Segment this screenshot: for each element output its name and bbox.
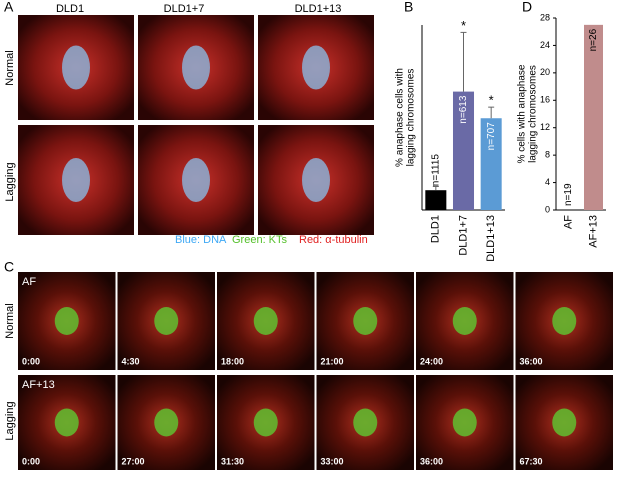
n-label: n=1115 — [430, 154, 441, 187]
chromosomes — [302, 45, 330, 90]
bar — [584, 24, 603, 210]
x-tick-label: DLD1+7 — [457, 215, 469, 256]
y-axis-label: % cells with anaphase — [517, 64, 528, 163]
timestamp: 24:00 — [420, 356, 443, 366]
chromosomes — [182, 158, 210, 202]
x-tick-label: AF — [562, 215, 574, 229]
error-bar — [432, 186, 439, 191]
timestamp: 31:30 — [221, 456, 244, 466]
bar — [452, 91, 475, 210]
y-tick-label: 20 — [540, 67, 550, 77]
chromosomes — [253, 307, 278, 335]
x-tick-label: DLD1 — [430, 215, 442, 243]
bar — [425, 190, 447, 210]
y-tick-label: 16 — [540, 95, 550, 105]
chromosomes — [253, 408, 278, 437]
chromosomes — [154, 307, 179, 335]
panel-label: B — [404, 0, 413, 15]
significance: * — [489, 93, 494, 108]
timestamp: 36:00 — [520, 356, 543, 366]
x-tick-label: AF+13 — [587, 215, 599, 248]
chromosomes — [62, 158, 90, 202]
chromosomes — [54, 307, 79, 335]
x-tick-label: DLD1+13 — [485, 215, 497, 262]
n-label: n=707 — [486, 122, 497, 151]
chromosomes — [302, 158, 330, 202]
chromosomes — [54, 408, 79, 437]
timestamp: 0:00 — [22, 356, 40, 366]
timestamp: 33:00 — [321, 456, 344, 466]
sample-label: AF — [22, 276, 36, 288]
y-axis-label: lagging chromosomes — [406, 69, 417, 167]
panel-label: A — [4, 0, 14, 15]
legend-tubulin: Red: α-tubulin — [299, 234, 368, 246]
timestamp: 21:00 — [321, 356, 344, 366]
row-label: Normal — [4, 50, 16, 85]
error-bar — [488, 106, 495, 119]
y-tick-label: 8 — [545, 150, 550, 160]
y-tick-label: 24 — [540, 40, 550, 50]
sample-label: AF+13 — [22, 379, 55, 391]
timestamp: 27:00 — [122, 456, 145, 466]
error-bar — [460, 31, 467, 92]
chromosomes — [154, 408, 179, 437]
timestamp: 36:00 — [420, 456, 443, 466]
column-label: DLD1+7 — [164, 3, 205, 15]
row-label: Lagging — [4, 162, 16, 201]
y-tick-label: 0 — [545, 204, 550, 214]
row-label: Normal — [4, 303, 16, 338]
row-label: Lagging — [4, 401, 16, 440]
chromosomes — [552, 408, 577, 437]
chromosomes — [552, 307, 577, 335]
timestamp: 4:30 — [122, 356, 140, 366]
n-label: n=26 — [588, 28, 599, 51]
timestamp: 18:00 — [221, 356, 244, 366]
column-label: DLD1+13 — [295, 3, 342, 15]
timestamp: 0:00 — [22, 456, 40, 466]
y-axis-label: % anaphase cells with — [395, 68, 406, 167]
chromosomes — [353, 307, 378, 335]
legend-dna: Blue: DNA — [175, 234, 227, 246]
n-label: n=19 — [563, 183, 574, 206]
chromosomes — [452, 307, 477, 335]
panel-label: D — [522, 0, 532, 15]
legend-kt: Green: KTs — [232, 234, 288, 246]
y-tick-label: 12 — [540, 122, 550, 132]
chromosomes — [62, 45, 90, 90]
chromosomes — [353, 408, 378, 437]
bar — [480, 118, 502, 210]
y-axis-label: lagging chromosomes — [528, 65, 539, 163]
timestamp: 67:30 — [520, 456, 543, 466]
y-tick-label: 28 — [540, 12, 550, 22]
y-tick-label: 4 — [545, 177, 550, 187]
panel-label: C — [4, 259, 14, 275]
chromosomes — [452, 408, 477, 437]
chromosomes — [182, 45, 210, 90]
column-label: DLD1 — [56, 3, 84, 15]
significance: * — [461, 18, 466, 33]
n-label: n=613 — [458, 95, 469, 124]
